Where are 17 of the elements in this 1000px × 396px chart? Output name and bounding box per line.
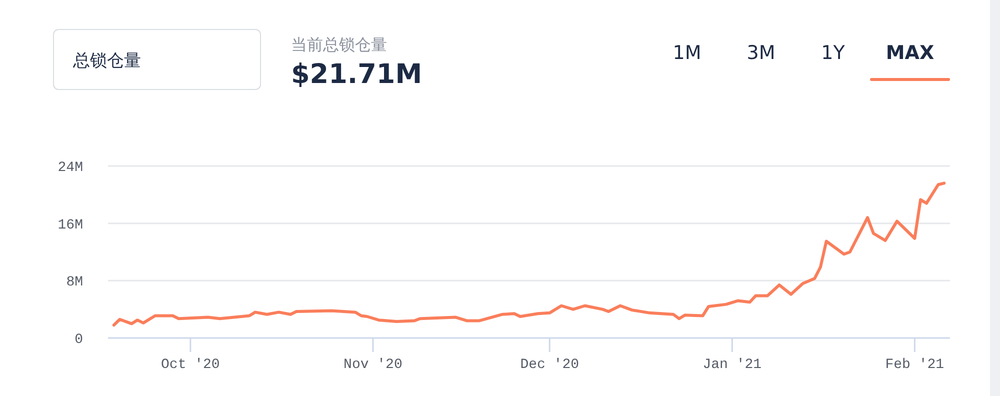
y-tick-label: 0: [74, 332, 83, 348]
line-series: [112, 182, 946, 327]
x-tick-label: Dec '20: [520, 357, 580, 373]
chart-title: 总锁仓量: [72, 51, 141, 71]
chart-subtitle: 当前总锁仓量: [291, 35, 387, 54]
x-tick-label: Oct '20: [161, 357, 220, 373]
x-tick-label: Feb '21: [885, 357, 944, 373]
y-tick-label: 16M: [58, 217, 83, 234]
text: 1Y: [821, 42, 846, 64]
y-tick-label: 24M: [58, 160, 83, 176]
y-tick-label: 8M: [66, 274, 83, 291]
text: MAX: [886, 42, 934, 64]
text: 3M: [746, 42, 776, 64]
x-tick-label: Jan '21: [702, 357, 762, 373]
text: 1M: [672, 42, 702, 64]
x-tick-label: Nov '20: [344, 357, 402, 373]
text: $21.71M: [291, 59, 422, 90]
